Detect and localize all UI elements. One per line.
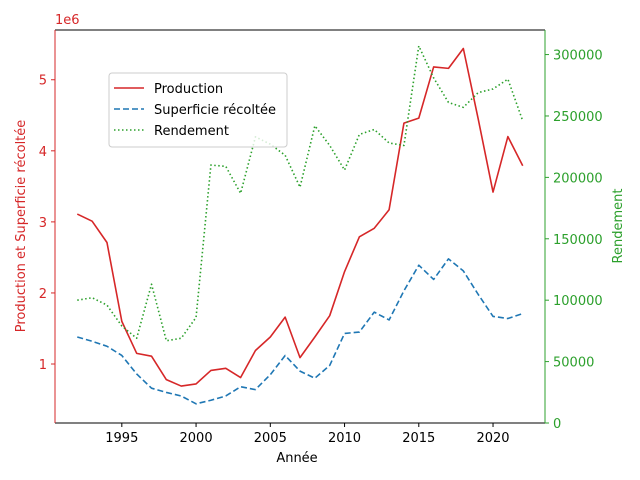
legend: Production Superficie récoltée Rendement (108, 72, 288, 148)
plot-frame (54, 29, 546, 424)
right-tick-label: 100000 (553, 294, 603, 309)
right-axis-title: Rendement (611, 189, 626, 264)
legend-label-rendement: Rendement (154, 124, 229, 139)
right-tick-label: 150000 (553, 233, 603, 248)
x-tick-label: 2015 (402, 431, 435, 446)
x-tick-label: 1995 (105, 431, 138, 446)
x-axis-ticks: 1995 2000 2005 2010 2015 2020 (105, 423, 510, 446)
left-tick-label: 1 (39, 358, 47, 373)
line-production (76, 47, 524, 387)
right-tick-label: 50000 (553, 356, 594, 371)
left-axis-ticks: 1 2 3 4 5 (39, 74, 55, 373)
right-tick-label: 300000 (553, 49, 603, 64)
right-tick-label: 0 (553, 417, 561, 432)
left-tick-label: 4 (39, 145, 47, 160)
line-superficie (77, 258, 523, 405)
x-tick-label: 2000 (180, 431, 213, 446)
left-tick-label: 5 (39, 74, 47, 89)
right-axis-ticks: 0 50000 100000 150000 200000 250000 300000 (545, 49, 603, 432)
left-axis-title: Production et Superficie récoltée (14, 120, 29, 333)
right-tick-label: 200000 (553, 171, 603, 186)
x-axis-title: Année (276, 451, 317, 466)
legend-box (108, 72, 288, 148)
line-rendement (77, 45, 524, 342)
right-tick-label: 250000 (553, 110, 603, 125)
legend-label-production: Production (154, 82, 223, 97)
x-tick-label: 2005 (254, 431, 287, 446)
series-lines (76, 45, 524, 405)
legend-label-superficie: Superficie récoltée (154, 103, 276, 118)
left-tick-label: 2 (39, 287, 47, 302)
x-tick-label: 2010 (328, 431, 361, 446)
x-tick-label: 2020 (476, 431, 509, 446)
left-tick-label: 3 (39, 216, 47, 231)
left-axis-offset-label: 1e6 (55, 13, 80, 28)
